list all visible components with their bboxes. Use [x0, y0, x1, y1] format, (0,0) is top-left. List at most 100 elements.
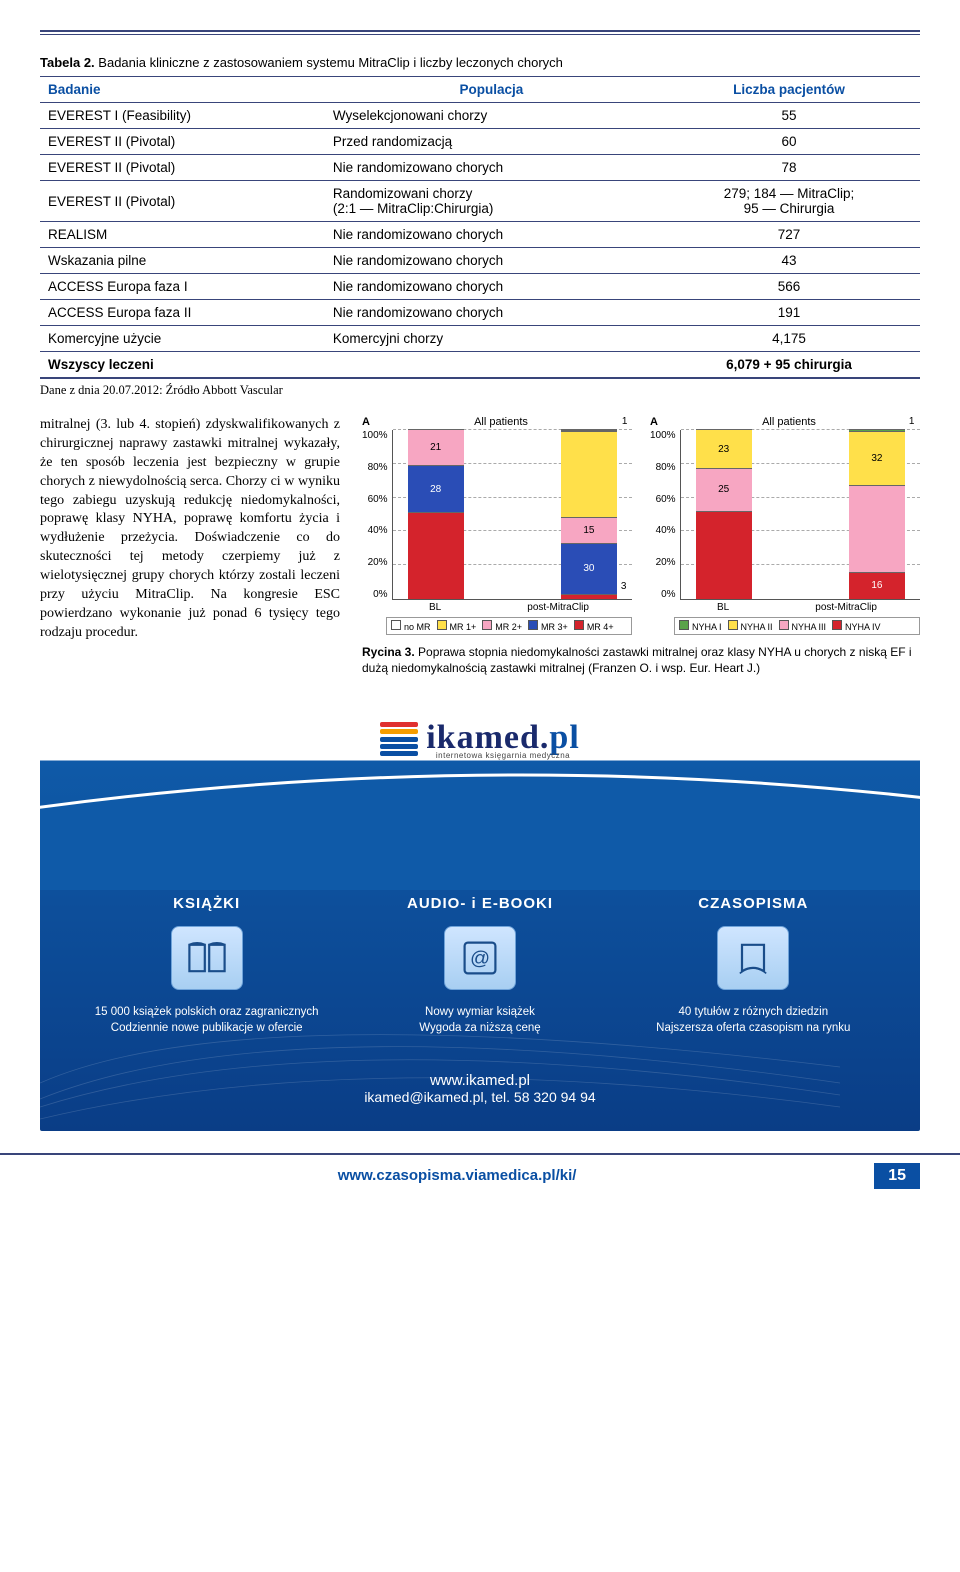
- footer-url: www.czasopisma.viamedica.pl/ki/: [338, 1167, 577, 1184]
- ikamed-stripes-icon: [380, 722, 418, 756]
- bar-segment: 21: [408, 429, 464, 465]
- table-cell: [325, 352, 658, 379]
- chart-letter: A: [362, 416, 370, 428]
- table-cell: EVEREST II (Pivotal): [40, 129, 325, 155]
- ytick: 60%: [650, 494, 676, 505]
- table-cell: 279; 184 — MitraClip; 95 — Chirurgia: [658, 181, 920, 222]
- table-cell: Komercyjne użycie: [40, 326, 325, 352]
- table-row: Wskazania pilneNie randomizowano chorych…: [40, 248, 920, 274]
- ad-col-desc: Nowy wymiar książek Wygoda za niższą cen…: [357, 1004, 603, 1036]
- col-header: Liczba pacjentów: [658, 77, 920, 103]
- ytick: 80%: [362, 462, 388, 473]
- chart-title: All patients: [762, 416, 816, 428]
- legend-item: MR 2+: [482, 620, 522, 632]
- chart-nyha: AAll patients100%80%60%40%20%0%252316321…: [650, 416, 920, 635]
- table-cell: REALISM: [40, 222, 325, 248]
- ad-col-desc: 40 tytułów z różnych dziedzin Najszersza…: [630, 1004, 876, 1036]
- table-cell: Wszyscy leczeni: [40, 352, 325, 379]
- legend-swatch: [832, 620, 842, 630]
- segment-label: 1: [909, 416, 915, 427]
- table-cell: Nie randomizowano chorych: [325, 248, 658, 274]
- table-footnote: Dane z dnia 20.07.2012: Źródło Abbott Va…: [40, 383, 920, 398]
- bar-segment: [408, 512, 464, 599]
- legend-item: NYHA I: [679, 620, 722, 632]
- ad-column: AUDIO- i E-BOOKI @ Nowy wymiar książek Wyg…: [357, 895, 603, 1036]
- legend-swatch: [679, 620, 689, 630]
- footer-bar: www.czasopisma.viamedica.pl/ki/ 15: [0, 1153, 960, 1203]
- ad-url: www.ikamed.pl: [40, 1072, 920, 1089]
- ad-curve-decor: [40, 770, 920, 890]
- table-row: EVEREST I (Feasibility)Wyselekcjonowani …: [40, 103, 920, 129]
- chart-bar: 2523: [696, 429, 752, 599]
- ytick: 20%: [362, 557, 388, 568]
- bar-segment: 23: [696, 429, 752, 468]
- table-row: EVEREST II (Pivotal)Nie randomizowano ch…: [40, 155, 920, 181]
- ad-block: ikamed.pl internetowa księgarnia medyczn…: [40, 700, 920, 1131]
- table-row: Komercyjne użycieKomercyjni chorzy4,175: [40, 326, 920, 352]
- table-cell: 78: [658, 155, 920, 181]
- table-cell: Nie randomizowano chorych: [325, 300, 658, 326]
- bar-segment: 30: [561, 543, 617, 594]
- table-row: EVEREST II (Pivotal)Randomizowani chorzy…: [40, 181, 920, 222]
- top-rule: [40, 30, 920, 32]
- legend-swatch: [482, 620, 492, 630]
- table-cell: 727: [658, 222, 920, 248]
- table-cell: 6,079 + 95 chirurgia: [658, 352, 920, 379]
- ad-col-icon: [171, 926, 243, 990]
- figure-caption-bold: Rycina 3.: [362, 645, 415, 659]
- ytick: 100%: [650, 430, 676, 441]
- table-caption: Tabela 2. Badania kliniczne z zastosowan…: [40, 55, 920, 70]
- figure-caption-rest: Poprawa stopnia niedomykalności zastawki…: [362, 645, 912, 675]
- ad-col-icon: [717, 926, 789, 990]
- col-header: Badanie: [40, 77, 325, 103]
- chart-legend: no MR MR 1+ MR 2+ MR 3+ MR 4+: [386, 617, 632, 635]
- bar-segment: 25: [696, 468, 752, 511]
- table-caption-rest: Badania kliniczne z zastosowaniem system…: [95, 55, 563, 70]
- table-row: EVEREST II (Pivotal)Przed randomizacją60: [40, 129, 920, 155]
- bar-segment: 28: [408, 465, 464, 513]
- svg-text:@: @: [470, 947, 490, 969]
- bar-segment: [561, 431, 617, 518]
- table-cell: 55: [658, 103, 920, 129]
- table-cell: Randomizowani chorzy (2:1 — MitraClip:Ch…: [325, 181, 658, 222]
- ad-col-desc: 15 000 książek polskich oraz zagraniczny…: [84, 1004, 330, 1036]
- bar-segment: 3: [561, 594, 617, 599]
- page-number: 15: [874, 1163, 920, 1189]
- legend-swatch: [728, 620, 738, 630]
- study-table: Badanie Populacja Liczba pacjentów EVERE…: [40, 76, 920, 379]
- ytick: 0%: [650, 589, 676, 600]
- bar-segment: [696, 511, 752, 599]
- chart-legend: NYHA INYHA IINYHA IIINYHA IV: [674, 617, 920, 635]
- ad-contact: ikamed@ikamed.pl, tel. 58 320 94 94: [40, 1089, 920, 1105]
- legend-item: MR 4+: [574, 620, 614, 632]
- xtick: post-MitraClip: [527, 602, 589, 613]
- legend-item: MR 3+: [528, 620, 568, 632]
- bar-segment: 32: [849, 431, 905, 485]
- ytick: 60%: [362, 494, 388, 505]
- xtick: post-MitraClip: [815, 602, 877, 613]
- table-row: REALISMNie randomizowano chorych727: [40, 222, 920, 248]
- ytick: 20%: [650, 557, 676, 568]
- segment-label: 3: [621, 581, 627, 592]
- figure-caption: Rycina 3. Poprawa stopnia niedomykalnośc…: [362, 645, 920, 676]
- col-header: Populacja: [325, 77, 658, 103]
- legend-item: MR 1+: [437, 620, 477, 632]
- ytick: 40%: [362, 525, 388, 536]
- table-cell: 60: [658, 129, 920, 155]
- logo-stripe: [380, 737, 418, 742]
- legend-item: NYHA III: [779, 620, 827, 632]
- table-cell: ACCESS Europa faza II: [40, 300, 325, 326]
- ad-col-title: KSIĄŻKI: [84, 895, 330, 912]
- segment-label: 1: [622, 416, 628, 427]
- ad-col-title: CZASOPISMA: [630, 895, 876, 912]
- chart-mr: AAll patients100%80%60%40%20%0%282133015…: [362, 416, 632, 635]
- top-rule-thin: [40, 34, 920, 35]
- chart-title: All patients: [474, 416, 528, 428]
- ad-col-title: AUDIO- i E-BOOKI: [357, 895, 603, 912]
- legend-item: no MR: [391, 620, 431, 632]
- table-row: ACCESS Europa faza IINie randomizowano c…: [40, 300, 920, 326]
- logo-stripe: [380, 751, 418, 756]
- bar-segment: 1: [849, 429, 905, 431]
- chart-bar: 16321: [849, 429, 905, 599]
- table-caption-bold: Tabela 2.: [40, 55, 95, 70]
